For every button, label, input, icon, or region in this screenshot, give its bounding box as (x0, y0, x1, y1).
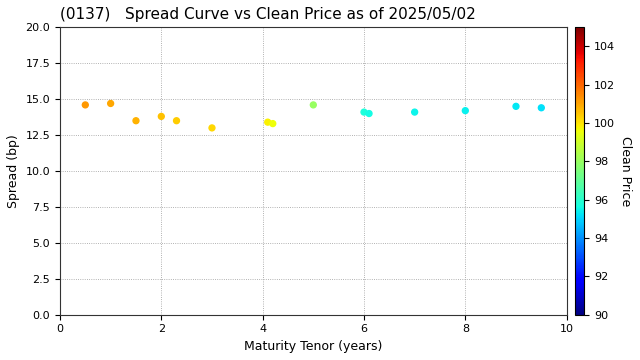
Point (410, 109, 420, 115)
Point (460, 108, 470, 113)
Text: (0137)   Spread Curve vs Clean Price as of 2025/05/02: (0137) Spread Curve vs Clean Price as of… (60, 7, 476, 22)
Point (80, 102, 90, 108)
X-axis label: Maturity Tenor (years): Maturity Tenor (years) (244, 340, 383, 353)
Point (364, 111, 374, 116)
Point (106, 100, 116, 106)
Point (511, 103, 521, 109)
Point (262, 119, 273, 125)
Point (536, 105, 547, 111)
Point (207, 125, 217, 131)
Point (156, 113, 166, 119)
Y-axis label: Spread (bp): Spread (bp) (7, 134, 20, 208)
Point (268, 121, 278, 126)
Point (308, 102, 319, 108)
Point (172, 118, 182, 123)
Point (131, 118, 141, 123)
Point (359, 109, 369, 115)
Y-axis label: Clean Price: Clean Price (619, 136, 632, 206)
